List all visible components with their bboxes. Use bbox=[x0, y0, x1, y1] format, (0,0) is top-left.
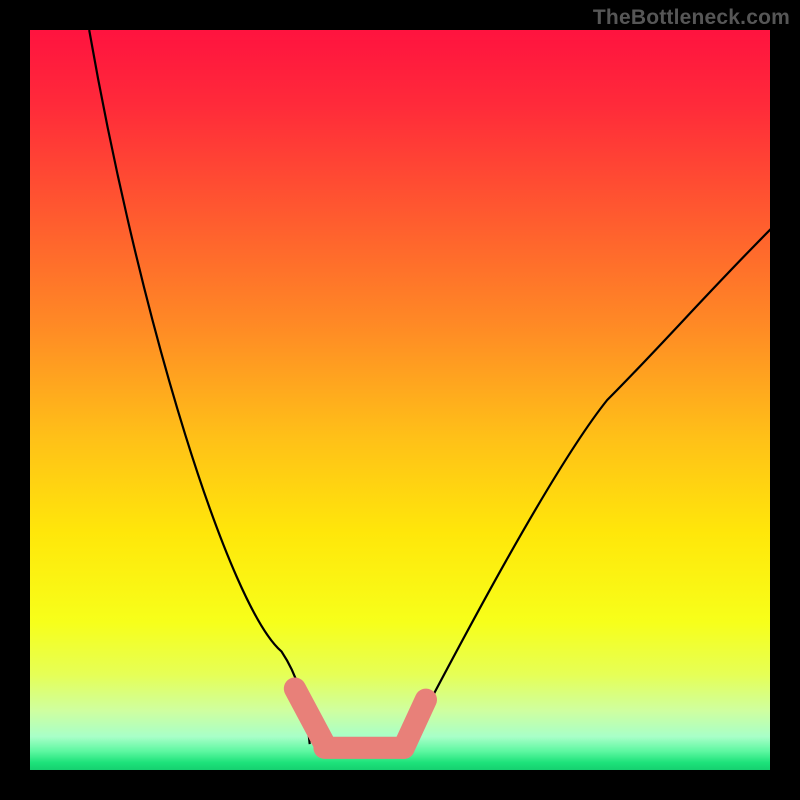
plot-svg bbox=[30, 30, 770, 770]
watermark-text: TheBottleneck.com bbox=[593, 6, 790, 30]
plot-area bbox=[30, 30, 770, 770]
gradient-background bbox=[30, 30, 770, 770]
chart-frame: TheBottleneck.com bbox=[0, 0, 800, 800]
